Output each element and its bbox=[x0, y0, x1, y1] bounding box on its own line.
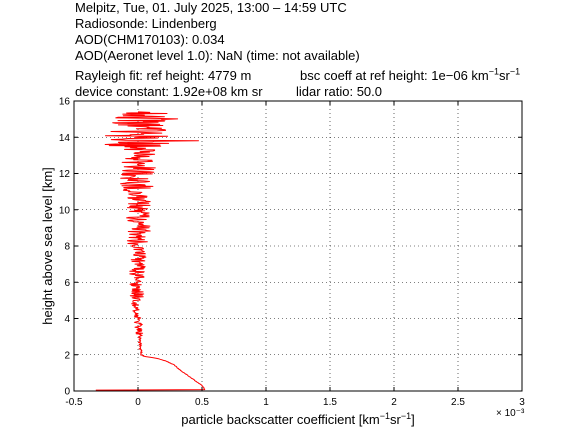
bsc-coeff-exp2: −1 bbox=[509, 66, 521, 77]
bsc-coeff-mid: sr bbox=[499, 68, 510, 83]
x-axis-label-exp2: −1 bbox=[401, 411, 411, 421]
y-tick-label: 4 bbox=[64, 314, 70, 325]
bsc-coeff-prefix: bsc coeff at ref height: 1e−06 km bbox=[300, 68, 489, 83]
y-axis-label: height above sea level [km] bbox=[40, 167, 55, 325]
rayleigh-fit-label: Rayleigh fit: ref height: 4779 m bbox=[75, 68, 252, 83]
y-tick-label: 6 bbox=[64, 278, 70, 289]
x-tick-label: 0 bbox=[135, 397, 141, 408]
x-tick-label: 1 bbox=[263, 397, 269, 408]
profile-line-group bbox=[95, 111, 206, 391]
x-tick-label: 3 bbox=[519, 397, 525, 408]
y-tick-label: 10 bbox=[59, 205, 71, 216]
aod-chm-label: AOD(CHM170103): 0.034 bbox=[75, 32, 225, 47]
x-tick-label: 2.5 bbox=[451, 397, 465, 408]
x-tick-label: 1.5 bbox=[323, 397, 337, 408]
profile-line bbox=[95, 111, 206, 391]
bsc-coeff-label: bsc coeff at ref height: 1e−06 km−1sr−1 bbox=[300, 66, 521, 84]
radiosonde-label: Radiosonde: Lindenberg bbox=[75, 16, 217, 31]
x-multiplier-label: × 10⁻³ bbox=[496, 408, 525, 419]
y-tick-label: 16 bbox=[59, 97, 71, 108]
x-axis-label-mid: sr bbox=[390, 412, 402, 427]
x-axis-ticks: -0.5 0 0.5 1 1.5 2 2.5 3 bbox=[65, 101, 525, 408]
y-tick-label: 0 bbox=[64, 387, 70, 398]
x-axis-label-post: ] bbox=[411, 412, 415, 427]
x-axis-label-pre: particle backscatter coefficient [km bbox=[181, 412, 379, 427]
y-tick-label: 8 bbox=[64, 242, 70, 253]
grid-lines bbox=[74, 101, 522, 391]
y-axis-ticks: 0 2 4 6 8 10 12 14 16 bbox=[59, 97, 522, 398]
lidar-ratio-label: lidar ratio: 50.0 bbox=[296, 84, 382, 99]
x-tick-label: 2 bbox=[391, 397, 397, 408]
y-tick-label: 12 bbox=[59, 169, 71, 180]
device-constant-label: device constant: 1.92e+08 km sr bbox=[75, 84, 263, 99]
y-tick-label: 14 bbox=[59, 133, 71, 144]
x-axis-label: particle backscatter coefficient [km−1sr… bbox=[181, 411, 414, 427]
x-tick-label: -0.5 bbox=[65, 397, 83, 408]
x-tick-label: 0.5 bbox=[195, 397, 209, 408]
title-line: Melpitz, Tue, 01. July 2025, 13:00 – 14:… bbox=[75, 0, 347, 15]
y-tick-label: 2 bbox=[64, 350, 70, 361]
x-axis-label-exp1: −1 bbox=[380, 411, 390, 421]
bsc-coeff-exp1: −1 bbox=[488, 66, 500, 77]
aod-aeronet-label: AOD(Aeronet level 1.0): NaN (time: not a… bbox=[75, 48, 360, 63]
